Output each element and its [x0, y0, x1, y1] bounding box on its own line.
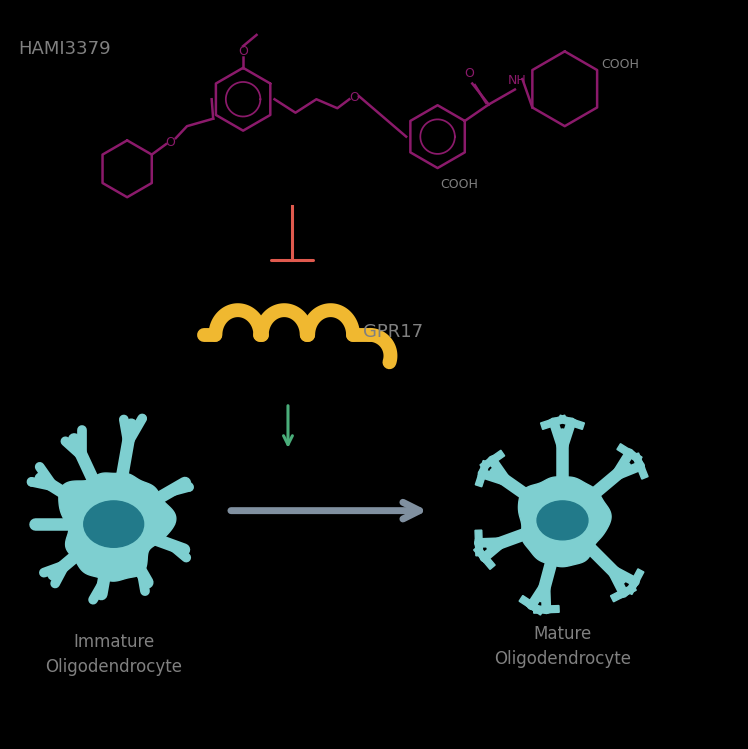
Polygon shape — [610, 588, 628, 601]
Text: Mature
Oligodendrocyte: Mature Oligodendrocyte — [494, 625, 631, 668]
Polygon shape — [519, 595, 536, 610]
Polygon shape — [626, 577, 640, 595]
Polygon shape — [558, 415, 576, 427]
Text: NH: NH — [508, 74, 527, 87]
Polygon shape — [541, 418, 558, 429]
Text: O: O — [349, 91, 359, 104]
Polygon shape — [632, 453, 645, 471]
Polygon shape — [631, 568, 644, 586]
Polygon shape — [636, 461, 648, 479]
Polygon shape — [533, 606, 551, 613]
Polygon shape — [619, 584, 637, 598]
Ellipse shape — [84, 501, 144, 548]
Polygon shape — [475, 530, 482, 547]
Polygon shape — [488, 450, 505, 465]
Polygon shape — [475, 469, 487, 487]
Polygon shape — [567, 418, 584, 429]
Text: COOH: COOH — [601, 58, 640, 70]
Polygon shape — [475, 539, 482, 556]
Text: HAMI3379: HAMI3379 — [19, 40, 111, 58]
Polygon shape — [549, 415, 567, 427]
Text: GPR17: GPR17 — [363, 323, 423, 341]
Polygon shape — [625, 449, 642, 463]
Text: Immature
Oligodendrocyte: Immature Oligodendrocyte — [45, 633, 183, 676]
Polygon shape — [542, 605, 560, 613]
Ellipse shape — [537, 501, 588, 540]
Polygon shape — [478, 461, 490, 479]
Polygon shape — [473, 545, 489, 562]
Polygon shape — [59, 473, 176, 581]
Text: O: O — [238, 45, 248, 58]
Polygon shape — [518, 477, 611, 567]
Text: O: O — [165, 136, 176, 149]
Polygon shape — [479, 553, 495, 569]
Polygon shape — [527, 601, 544, 615]
Text: COOH: COOH — [441, 178, 479, 191]
Polygon shape — [617, 443, 634, 458]
Polygon shape — [480, 455, 497, 470]
Text: O: O — [465, 67, 474, 79]
